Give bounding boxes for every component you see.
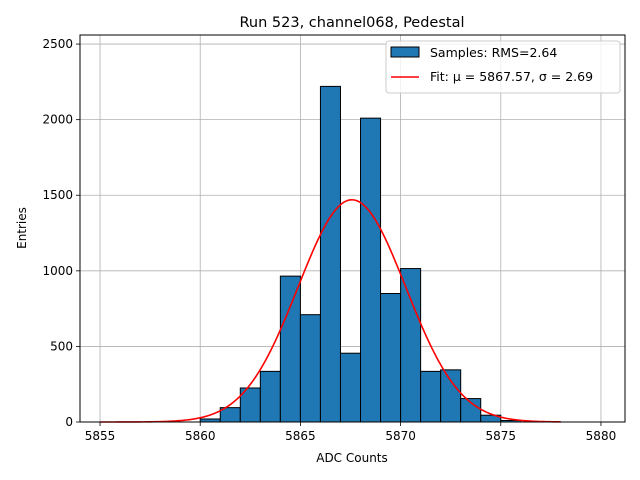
histogram-bar	[380, 293, 402, 423]
legend-histogram-swatch	[390, 46, 420, 58]
x-tick-label: 5870	[385, 429, 416, 443]
plot-frame	[79, 34, 626, 423]
histogram-bar	[299, 314, 321, 423]
legend-fit-label: Fit: μ = 5867.57, σ = 2.69	[430, 69, 593, 84]
fit-curve-layer	[100, 198, 561, 423]
x-tick-label: 5875	[485, 429, 516, 443]
histogram-bar	[420, 370, 442, 423]
legend-box	[385, 40, 621, 94]
histogram-bar	[319, 85, 341, 423]
y-tick-label: 1500	[42, 188, 73, 202]
x-tick-label: 5860	[185, 429, 216, 443]
legend-histogram-label: Samples: RMS=2.64	[430, 45, 557, 60]
y-tick-label: 2000	[42, 113, 73, 127]
x-axis-label: ADC Counts	[316, 451, 388, 465]
chart-title: Run 523, channel068, Pedestal	[239, 15, 464, 31]
legend: Samples: RMS=2.64 Fit: μ = 5867.57, σ = …	[385, 40, 621, 94]
y-tick-label: 500	[50, 339, 73, 353]
y-tick-label: 2500	[42, 37, 73, 51]
histogram-bar	[440, 369, 462, 423]
histogram-bar	[339, 352, 362, 423]
y-tick-label: 1000	[42, 264, 73, 278]
histogram-bar	[400, 268, 422, 423]
x-tick-label: 5865	[285, 429, 316, 443]
x-tick-label: 5855	[85, 429, 116, 443]
x-tick-label: 5880	[586, 429, 617, 443]
histogram-bar	[279, 275, 301, 423]
y-tick-label: 0	[65, 415, 73, 429]
gaussian-fit-curve	[100, 198, 561, 423]
histogram-bar	[360, 117, 382, 423]
x-axis-ticks: 5855 5860 5865 5870 5875 5880	[85, 422, 616, 443]
histogram-bars	[199, 85, 522, 423]
y-axis-label: Entries	[15, 207, 29, 249]
y-axis-ticks: 0 500 1000 1500 2000 2500	[42, 37, 80, 429]
histogram-bar	[259, 370, 281, 423]
